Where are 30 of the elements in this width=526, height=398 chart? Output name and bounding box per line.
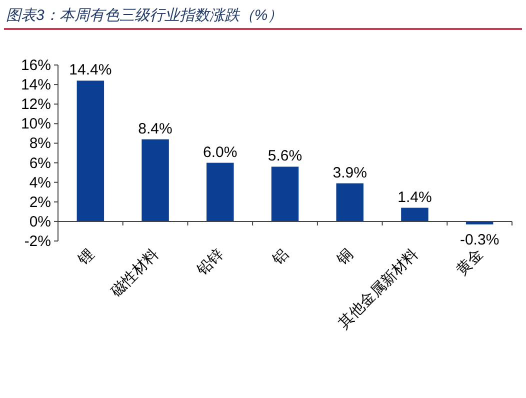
y-tick-label: 2% bbox=[29, 194, 51, 211]
bar bbox=[142, 139, 169, 222]
y-tick-label: 4% bbox=[29, 174, 51, 192]
bar bbox=[76, 80, 104, 222]
bar bbox=[401, 208, 428, 222]
x-tick-label: 黄金 bbox=[453, 246, 486, 280]
y-tick-label: 16% bbox=[20, 57, 51, 74]
y-tick-label: 12% bbox=[20, 96, 51, 114]
data-label: -0.3% bbox=[460, 231, 500, 248]
data-label: 6.0% bbox=[203, 144, 238, 161]
y-tick-label: 8% bbox=[29, 135, 51, 152]
y-tick-label: 14% bbox=[20, 76, 51, 94]
x-tick-label: 锂 bbox=[74, 246, 98, 270]
data-label: 5.6% bbox=[268, 148, 302, 165]
y-tick-label: 0% bbox=[29, 213, 51, 230]
y-tick-label: 10% bbox=[20, 116, 51, 133]
bar bbox=[206, 162, 234, 222]
bar bbox=[271, 166, 299, 222]
chart-title: 图表3：本周有色三级行业指数涨跌（%） bbox=[6, 7, 283, 24]
data-label: 1.4% bbox=[398, 188, 432, 206]
y-tick-label: -2% bbox=[24, 233, 51, 250]
bar bbox=[336, 183, 364, 222]
data-label: 3.9% bbox=[332, 164, 367, 182]
x-tick-label: 铝 bbox=[268, 246, 292, 270]
x-tick-label: 铅锌 bbox=[193, 246, 227, 280]
x-tick-label: 铜 bbox=[333, 246, 357, 270]
data-label: 8.4% bbox=[138, 120, 172, 138]
y-tick-label: 6% bbox=[29, 154, 51, 172]
data-label: 14.4% bbox=[69, 62, 112, 79]
x-tick-label: 磁性材料 bbox=[106, 246, 162, 301]
